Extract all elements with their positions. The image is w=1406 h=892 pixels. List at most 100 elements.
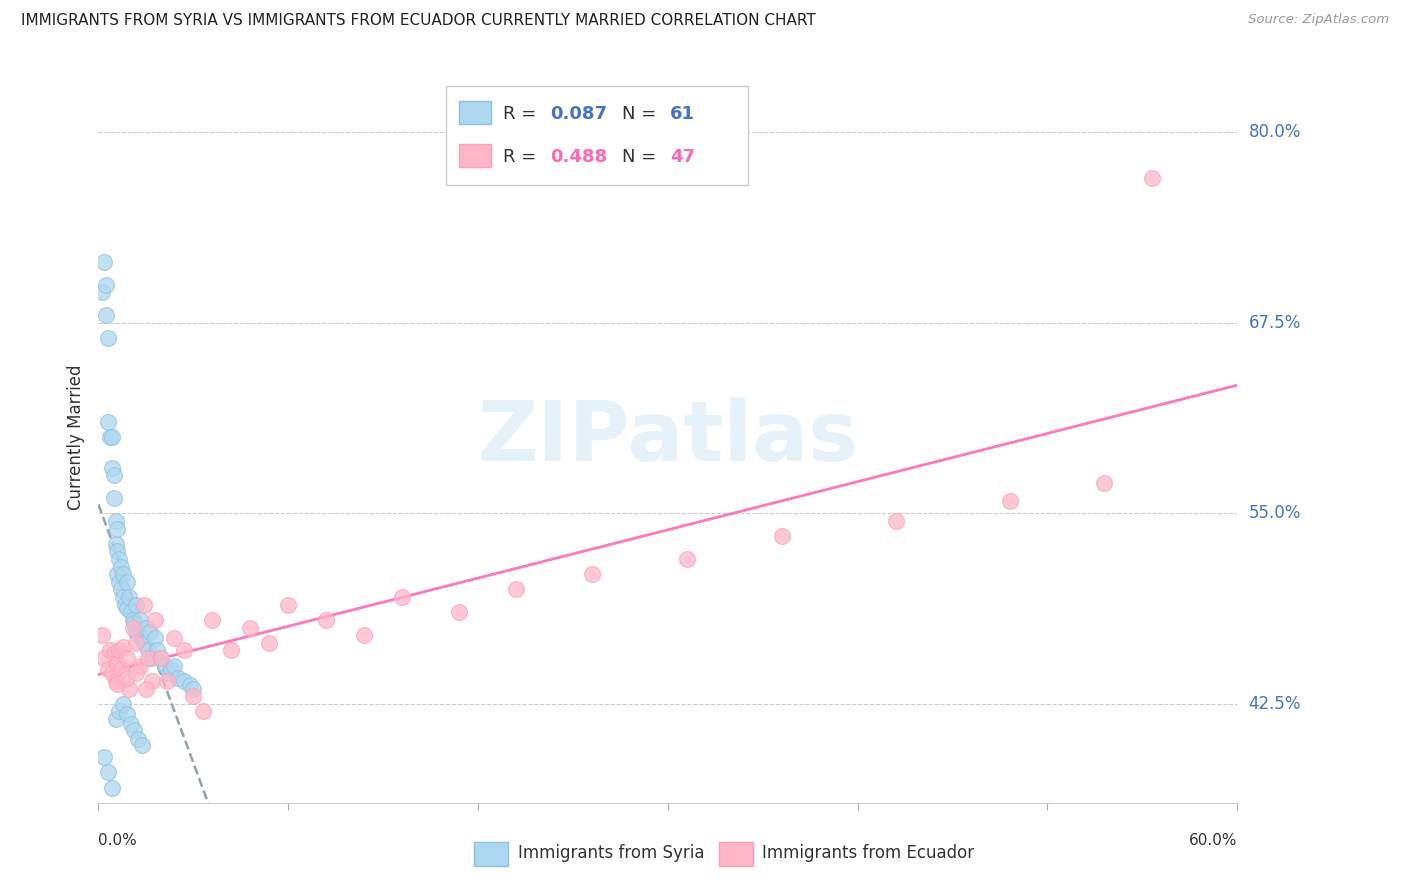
Point (97, 765, 120, 780)
Point (173, 643, 195, 657)
Point (107, 677, 129, 691)
Point (125, 598, 148, 612)
Point (145, 631, 167, 645)
Text: Immigrants from Syria: Immigrants from Syria (517, 844, 704, 862)
Point (97, 662, 120, 676)
Text: IMMIGRANTS FROM SYRIA VS IMMIGRANTS FROM ECUADOR CURRENTLY MARRIED CORRELATION C: IMMIGRANTS FROM SYRIA VS IMMIGRANTS FROM… (21, 13, 815, 29)
Point (108, 552, 131, 566)
Text: 0.488: 0.488 (551, 148, 607, 166)
Point (112, 697, 135, 711)
Point (135, 681, 157, 696)
Point (118, 681, 141, 696)
Point (315, 613, 337, 627)
Point (110, 662, 132, 676)
Point (124, 615, 146, 630)
Point (135, 621, 157, 635)
Text: R =: R = (503, 104, 541, 122)
FancyBboxPatch shape (718, 841, 754, 866)
Point (108, 643, 131, 657)
Point (159, 662, 181, 676)
Point (156, 673, 179, 688)
Point (98, 643, 121, 657)
Point (118, 590, 141, 604)
Point (97, 415, 120, 429)
Point (129, 613, 152, 627)
Point (153, 658, 176, 673)
Point (121, 613, 143, 627)
Point (141, 673, 163, 688)
Point (110, 582, 132, 597)
FancyBboxPatch shape (474, 841, 509, 866)
Point (505, 582, 527, 597)
Point (1140, 171, 1163, 186)
Text: 0.0%: 0.0% (98, 833, 138, 848)
Text: N =: N = (623, 148, 662, 166)
Point (112, 567, 135, 582)
Point (145, 613, 167, 627)
Point (163, 658, 186, 673)
Point (146, 643, 169, 657)
Text: Immigrants from Ecuador: Immigrants from Ecuador (762, 844, 974, 862)
Point (259, 636, 281, 650)
Point (173, 673, 195, 688)
Point (124, 723, 146, 737)
Point (100, 780, 122, 795)
Point (100, 430, 122, 444)
Point (998, 494, 1021, 508)
Point (91, 628, 114, 642)
FancyBboxPatch shape (446, 86, 748, 185)
Point (107, 656, 129, 670)
Point (191, 705, 214, 719)
Point (201, 613, 224, 627)
Point (112, 640, 135, 655)
Text: ZIPatlas: ZIPatlas (478, 397, 858, 477)
Point (103, 647, 125, 661)
Point (125, 625, 148, 640)
Point (100, 666, 122, 681)
Point (107, 521, 129, 535)
Point (353, 628, 375, 642)
Point (141, 651, 163, 665)
Point (115, 574, 138, 589)
Point (115, 671, 138, 685)
Point (91, 285, 114, 300)
Point (110, 559, 132, 574)
Text: 61: 61 (671, 104, 695, 122)
Point (138, 625, 160, 640)
Point (103, 491, 125, 505)
Point (132, 636, 155, 650)
Point (129, 658, 152, 673)
FancyBboxPatch shape (460, 101, 491, 123)
Point (770, 529, 793, 543)
Point (676, 552, 699, 566)
Point (239, 621, 262, 635)
Point (115, 651, 138, 665)
Text: 67.5%: 67.5% (1249, 314, 1301, 332)
Text: 47: 47 (671, 148, 695, 166)
Point (100, 460, 122, 475)
Point (136, 643, 159, 657)
Point (94, 308, 117, 322)
Point (107, 544, 129, 558)
Point (115, 707, 138, 722)
Point (1094, 475, 1116, 490)
Point (94, 277, 117, 292)
Text: 42.5%: 42.5% (1249, 695, 1301, 713)
FancyBboxPatch shape (460, 145, 491, 167)
Text: 55.0%: 55.0% (1249, 504, 1301, 523)
Point (114, 598, 136, 612)
Point (127, 731, 149, 746)
Point (581, 567, 603, 582)
Point (150, 651, 173, 665)
Text: N =: N = (623, 104, 662, 122)
Point (104, 712, 127, 726)
Text: Source: ZipAtlas.com: Source: ZipAtlas.com (1249, 13, 1389, 27)
Point (98, 430, 121, 444)
Point (93, 651, 115, 665)
Point (103, 468, 125, 483)
Point (112, 590, 135, 604)
Text: 0.087: 0.087 (551, 104, 607, 122)
Point (449, 605, 471, 619)
Point (131, 631, 153, 645)
Point (884, 514, 907, 528)
